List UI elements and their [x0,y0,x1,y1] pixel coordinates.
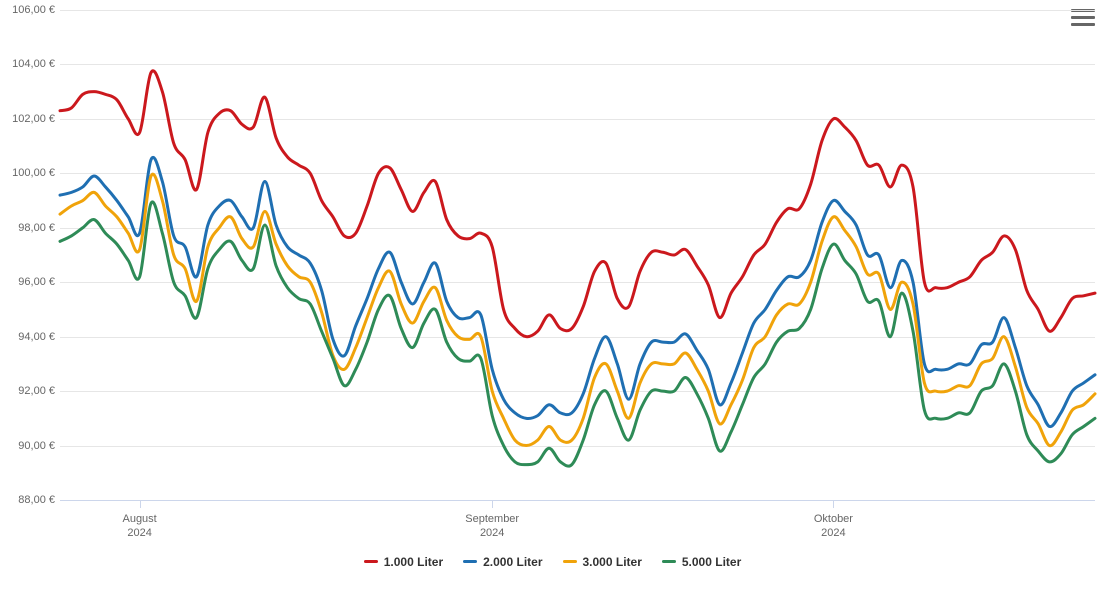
x-tick-label: August2024 [122,512,156,541]
y-tick-label: 106,00 € [12,4,55,16]
series-line[interactable] [60,157,1095,426]
legend-label: 2.000 Liter [483,555,542,569]
x-tick [492,500,493,508]
y-tick-label: 88,00 € [18,494,55,506]
legend-item[interactable]: 1.000 Liter [364,555,443,569]
legend-item[interactable]: 5.000 Liter [662,555,741,569]
legend-label: 5.000 Liter [682,555,741,569]
legend-item[interactable]: 2.000 Liter [463,555,542,569]
legend-swatch [563,560,577,563]
series-line[interactable] [60,202,1095,466]
legend-swatch [662,560,676,563]
y-tick-label: 104,00 € [12,58,55,70]
x-tick [833,500,834,508]
y-tick-label: 90,00 € [18,440,55,452]
x-axis-line [60,500,1095,501]
y-tick-label: 100,00 € [12,167,55,179]
x-tick-label: September2024 [465,512,519,541]
legend-label: 1.000 Liter [384,555,443,569]
legend: 1.000 Liter 2.000 Liter 3.000 Liter 5.000 L… [0,550,1105,569]
legend-swatch [463,560,477,563]
x-tick-label: Oktober2024 [814,512,853,541]
y-tick-label: 102,00 € [12,113,55,125]
chart-lines [60,10,1095,500]
x-tick [140,500,141,508]
y-tick-label: 96,00 € [18,276,55,288]
y-tick-label: 94,00 € [18,331,55,343]
price-chart: 88,00 € 90,00 € 92,00 € 94,00 € 96,00 € 98,00… [0,0,1105,603]
y-tick-label: 98,00 € [18,222,55,234]
y-tick-label: 92,00 € [18,385,55,397]
legend-label: 3.000 Liter [583,555,642,569]
series-line[interactable] [60,71,1095,337]
legend-item[interactable]: 3.000 Liter [563,555,642,569]
legend-swatch [364,560,378,563]
